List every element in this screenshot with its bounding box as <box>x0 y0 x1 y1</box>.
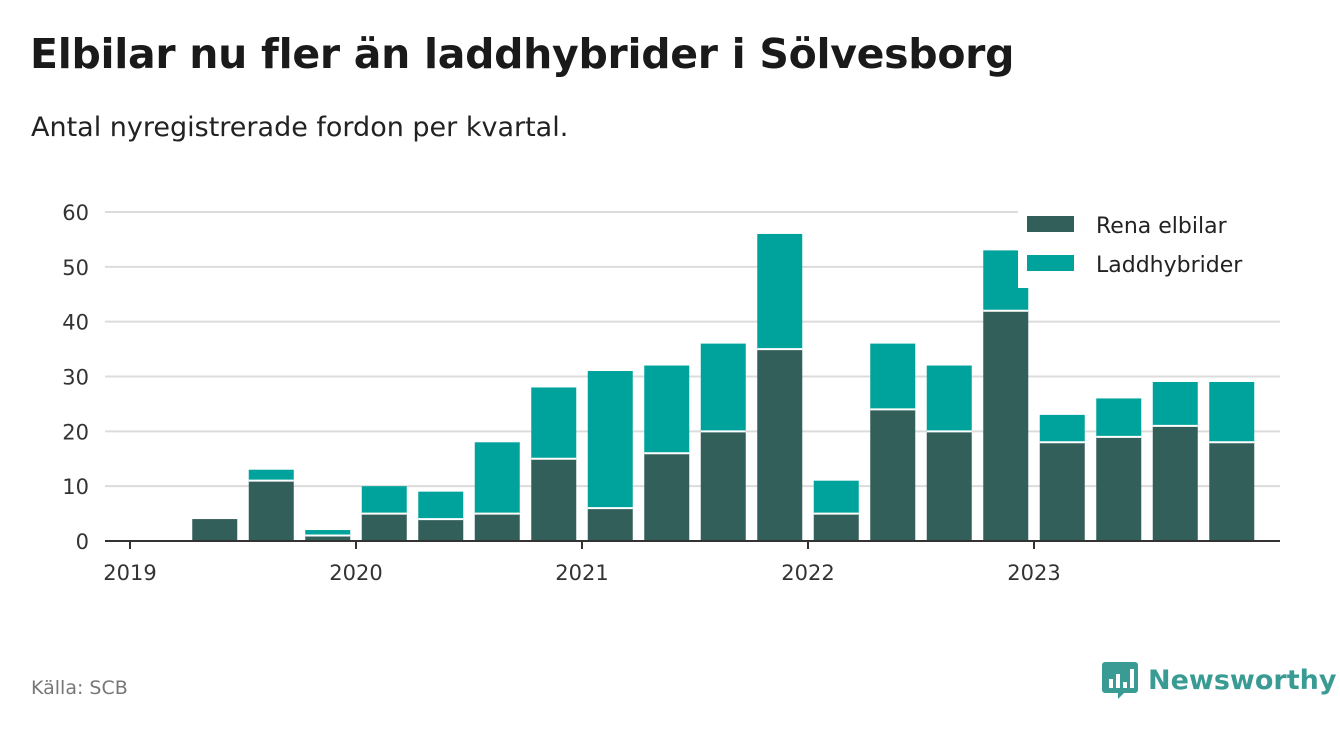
bar-laddhybrider <box>587 371 633 509</box>
chart-subtitle: Antal nyregistrerade fordon per kvartal. <box>31 112 569 143</box>
newsworthy-logo-icon <box>1102 662 1138 699</box>
bar-rena-elbilar <box>361 513 407 541</box>
bar-rena-elbilar <box>305 535 351 541</box>
bar-laddhybrider <box>1096 398 1142 437</box>
bar-laddhybrider <box>1152 381 1198 426</box>
y-tick-label: 0 <box>76 530 89 554</box>
bar-laddhybrider <box>305 530 351 536</box>
source-note: Källa: SCB <box>31 677 128 699</box>
x-tick-label-2023: 2023 <box>1007 561 1060 585</box>
y-tick-label: 20 <box>62 420 89 444</box>
bar-laddhybrider <box>418 491 464 520</box>
y-tick-label: 30 <box>62 366 89 390</box>
bar-rena-elbilar <box>870 409 916 541</box>
bar-laddhybrider <box>531 387 577 459</box>
bar-rena-elbilar <box>587 508 633 541</box>
legend: Rena elbilar Laddhybrider <box>1018 204 1280 288</box>
legend-label-laddhybrider: Laddhybrider <box>1096 253 1243 278</box>
bar-laddhybrider <box>700 343 746 432</box>
x-axis: 2019 2020 2021 2022 2023 <box>103 540 1280 585</box>
bar-rena-elbilar <box>531 458 577 541</box>
x-tick-label-2021: 2021 <box>555 561 608 585</box>
bar-rena-elbilar <box>192 519 238 541</box>
x-tick-label-2022: 2022 <box>781 561 834 585</box>
bar-laddhybrider <box>1039 414 1085 443</box>
y-tick-label: 50 <box>62 256 89 280</box>
bar-rena-elbilar <box>248 480 294 541</box>
chart-title: Elbilar nu fler än laddhybrider i Sölves… <box>30 30 1015 78</box>
bar-rena-elbilar <box>1039 442 1085 541</box>
x-tick-label-2020: 2020 <box>329 561 382 585</box>
x-tick-label-2019: 2019 <box>103 561 156 585</box>
bars <box>192 233 1255 541</box>
bar-rena-elbilar <box>700 431 746 541</box>
y-axis-ticks: 0 10 20 30 40 50 60 <box>62 201 89 554</box>
brand-logo[interactable]: Newsworthy <box>1102 660 1336 700</box>
bar-laddhybrider <box>757 233 803 350</box>
bar-rena-elbilar <box>926 431 972 541</box>
y-tick-label: 40 <box>62 311 89 335</box>
bar-rena-elbilar <box>983 310 1029 541</box>
bar-laddhybrider <box>870 343 916 410</box>
bar-rena-elbilar <box>813 513 859 541</box>
legend-swatch-laddhybrider <box>1027 255 1074 271</box>
y-tick-label: 10 <box>62 475 89 499</box>
bar-rena-elbilar <box>1096 436 1142 541</box>
legend-swatch-rena-elbilar <box>1027 216 1074 232</box>
bar-laddhybrider <box>926 365 972 432</box>
bar-laddhybrider <box>361 486 407 514</box>
bar-rena-elbilar <box>1209 442 1255 541</box>
bar-laddhybrider <box>474 442 520 514</box>
legend-label-rena-elbilar: Rena elbilar <box>1096 214 1228 239</box>
brand-name: Newsworthy <box>1148 664 1337 696</box>
bar-rena-elbilar <box>757 349 803 541</box>
bar-rena-elbilar <box>418 519 464 541</box>
bar-laddhybrider <box>248 469 294 481</box>
bar-laddhybrider <box>813 480 859 514</box>
bar-rena-elbilar <box>474 513 520 541</box>
bar-rena-elbilar <box>1152 425 1198 541</box>
bar-rena-elbilar <box>644 453 690 541</box>
bar-laddhybrider <box>1209 381 1255 443</box>
y-tick-label: 60 <box>62 201 89 225</box>
bar-laddhybrider <box>644 365 690 454</box>
